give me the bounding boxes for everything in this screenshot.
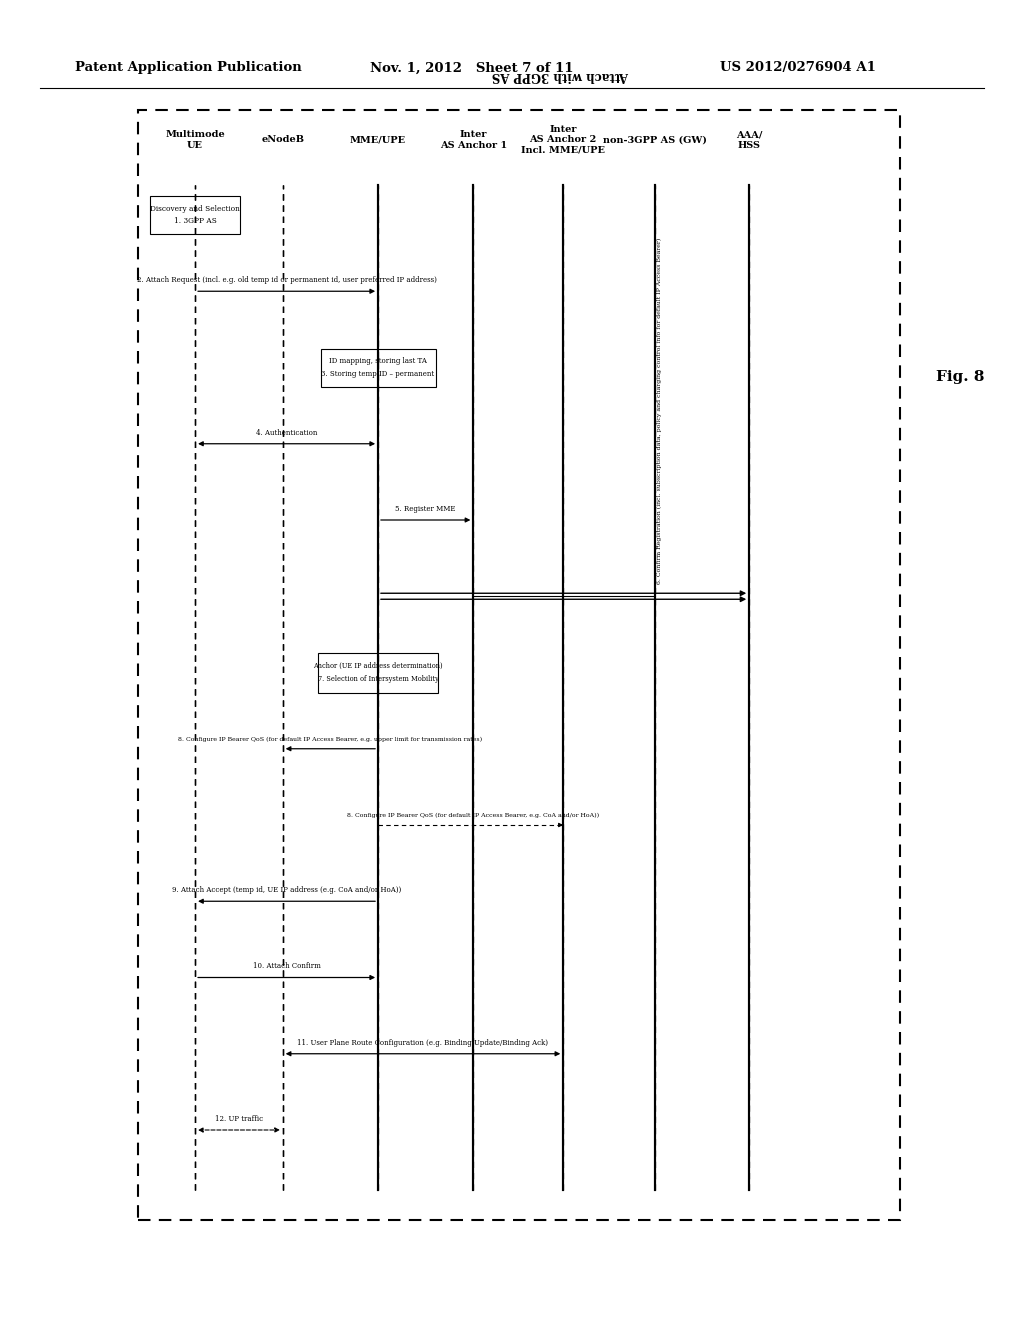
Bar	[321, 348, 435, 387]
Text: 3. Storing temp ID – permanent: 3. Storing temp ID – permanent	[322, 370, 434, 378]
Text: 7. Selection of Intersystem Mobility: 7. Selection of Intersystem Mobility	[317, 675, 438, 684]
Text: 12. UP traffic: 12. UP traffic	[215, 1115, 263, 1123]
Bar	[318, 652, 438, 693]
Text: 5. Register MME: 5. Register MME	[395, 506, 456, 513]
Text: 11. User Plane Route Configuration (e.g. Binding Update/Binding Ack): 11. User Plane Route Configuration (e.g.…	[298, 1039, 549, 1047]
Text: Nov. 1, 2012   Sheet 7 of 11: Nov. 1, 2012 Sheet 7 of 11	[370, 62, 573, 74]
Text: 4. Authentication: 4. Authentication	[256, 429, 317, 437]
Text: Multimode
UE: Multimode UE	[165, 131, 225, 149]
Text: Fig. 8: Fig. 8	[936, 370, 984, 384]
Text: 1. 3GPP AS: 1. 3GPP AS	[174, 218, 217, 226]
Text: Anchor (UE IP address determination): Anchor (UE IP address determination)	[313, 661, 442, 669]
Text: AAA/
HSS: AAA/ HSS	[736, 131, 762, 149]
Text: 8. Configure IP Bearer QoS (for default IP Access Bearer, e.g. upper limit for t: 8. Configure IP Bearer QoS (for default …	[178, 737, 482, 742]
Text: ID mapping, storing last TA: ID mapping, storing last TA	[329, 358, 427, 366]
Text: 2. Attach Request (incl. e.g. old temp id or permanent id, user preferred IP add: 2. Attach Request (incl. e.g. old temp i…	[136, 276, 436, 284]
Text: 10. Attach Confirm: 10. Attach Confirm	[253, 962, 321, 970]
Text: 6. Confirm Registration (incl. subscription data, policy and charging control in: 6. Confirm Registration (incl. subscript…	[657, 238, 663, 585]
Text: MME/UPE: MME/UPE	[350, 136, 407, 144]
Text: Inter
AS Anchor 2
Incl. MME/UPE: Inter AS Anchor 2 Incl. MME/UPE	[521, 125, 605, 154]
Text: Inter
AS Anchor 1: Inter AS Anchor 1	[439, 131, 507, 149]
Text: 9. Attach Accept (temp id, UE IP address (e.g. CoA and/or HoA)): 9. Attach Accept (temp id, UE IP address…	[172, 886, 401, 894]
Text: non-3GPP AS (GW): non-3GPP AS (GW)	[603, 136, 707, 144]
Text: 8. Configure IP Bearer QoS (for default IP Access Bearer, e.g. CoA and/or HoA)): 8. Configure IP Bearer QoS (for default …	[347, 813, 599, 818]
Bar	[151, 195, 241, 234]
Text: eNodeB: eNodeB	[261, 136, 304, 144]
Text: Patent Application Publication: Patent Application Publication	[75, 62, 302, 74]
Text: Attach with 3GPP AS: Attach with 3GPP AS	[492, 69, 629, 82]
Text: Discovery and Selection: Discovery and Selection	[151, 205, 240, 213]
Text: US 2012/0276904 A1: US 2012/0276904 A1	[720, 62, 876, 74]
